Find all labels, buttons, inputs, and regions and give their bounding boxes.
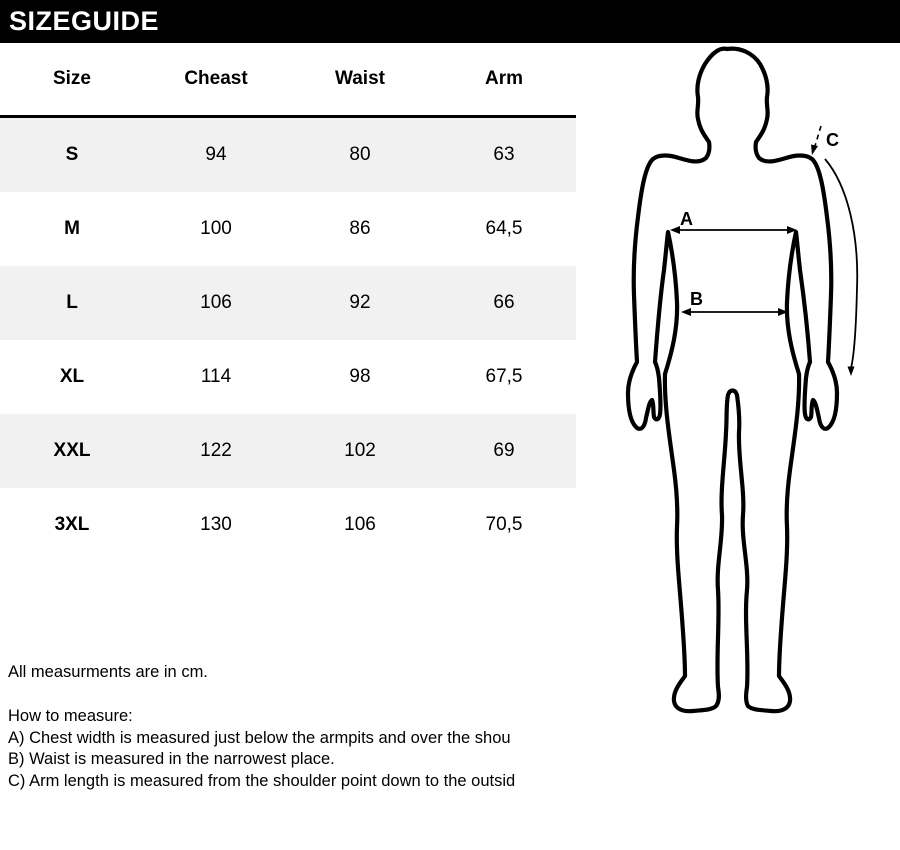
size-table-body: S 94 80 63 M 100 86 64,5 L 106 92 66 XL … [0, 116, 576, 562]
page-title: SIZEGUIDE [9, 6, 160, 36]
size-cell: XL [59, 366, 85, 387]
arm-label-c: C [826, 130, 839, 150]
column-header-waist: Waist [288, 43, 432, 118]
waist-cell: 92 [349, 292, 371, 313]
waist-cell: 98 [349, 366, 371, 387]
cheast-cell: 100 [200, 218, 232, 239]
size-table: Size Cheast Waist Arm S 94 80 63 M 100 8… [0, 43, 576, 562]
how-to-line-b: B) Waist is measured in the narrowest pl… [8, 750, 335, 768]
table-row-m: M 100 86 64,5 [0, 192, 576, 266]
column-header-cheast: Cheast [144, 43, 288, 118]
header-row: Size Cheast Waist Arm [0, 43, 576, 118]
waist-cell: 106 [344, 514, 376, 535]
arm-cell: 67,5 [485, 366, 523, 387]
sizeguide-header-bar: SIZEGUIDE [0, 0, 900, 43]
arm-cell: 70,5 [485, 514, 523, 535]
how-to-line-c: C) Arm length is measured from the shoul… [8, 771, 516, 790]
table-row-3xl: 3XL 130 106 70,5 [0, 488, 576, 562]
measurement-diagram: A B C [580, 40, 900, 740]
how-to-line-a: A) Chest width is measured just below th… [8, 728, 511, 747]
arm-cell: 69 [493, 440, 515, 461]
arm-measure-arrow [811, 125, 859, 376]
waist-measure-arrow [681, 308, 788, 316]
table-row-l: L 106 92 66 [0, 266, 576, 340]
cheast-cell: 106 [200, 292, 232, 313]
size-table-header: Size Cheast Waist Arm [0, 43, 576, 118]
units-note: All measurments are in cm. [8, 663, 208, 681]
size-cell: M [64, 218, 80, 239]
arm-cell: 64,5 [485, 218, 523, 239]
size-cell: S [65, 144, 79, 165]
waist-cell: 80 [349, 144, 371, 165]
column-header-arm: Arm [432, 43, 576, 118]
waist-cell: 86 [349, 218, 371, 239]
size-cell: L [66, 292, 78, 313]
table-row-xl: XL 114 98 67,5 [0, 340, 576, 414]
waist-label-b: B [690, 289, 703, 309]
cheast-cell: 122 [200, 440, 232, 461]
waist-cell: 102 [344, 440, 376, 461]
body-outline-figure: A B C [625, 46, 859, 714]
how-to-measure-block: How to measure: A) Chest width is measur… [8, 706, 578, 792]
chest-measure-arrow [670, 226, 797, 234]
arm-cell: 66 [493, 292, 515, 313]
arm-cell: 63 [493, 144, 515, 165]
cheast-cell: 130 [200, 514, 232, 535]
column-header-size: Size [0, 43, 144, 118]
size-cell: 3XL [54, 514, 90, 535]
table-row-s: S 94 80 63 [0, 116, 576, 192]
cheast-cell: 114 [200, 366, 232, 387]
chest-label-a: A [680, 209, 693, 229]
size-cell: XXL [53, 440, 91, 461]
how-to-measure-title: How to measure: [8, 707, 133, 725]
cheast-cell: 94 [205, 144, 227, 165]
table-row-xxl: XXL 122 102 69 [0, 414, 576, 488]
body-outline [625, 46, 840, 714]
